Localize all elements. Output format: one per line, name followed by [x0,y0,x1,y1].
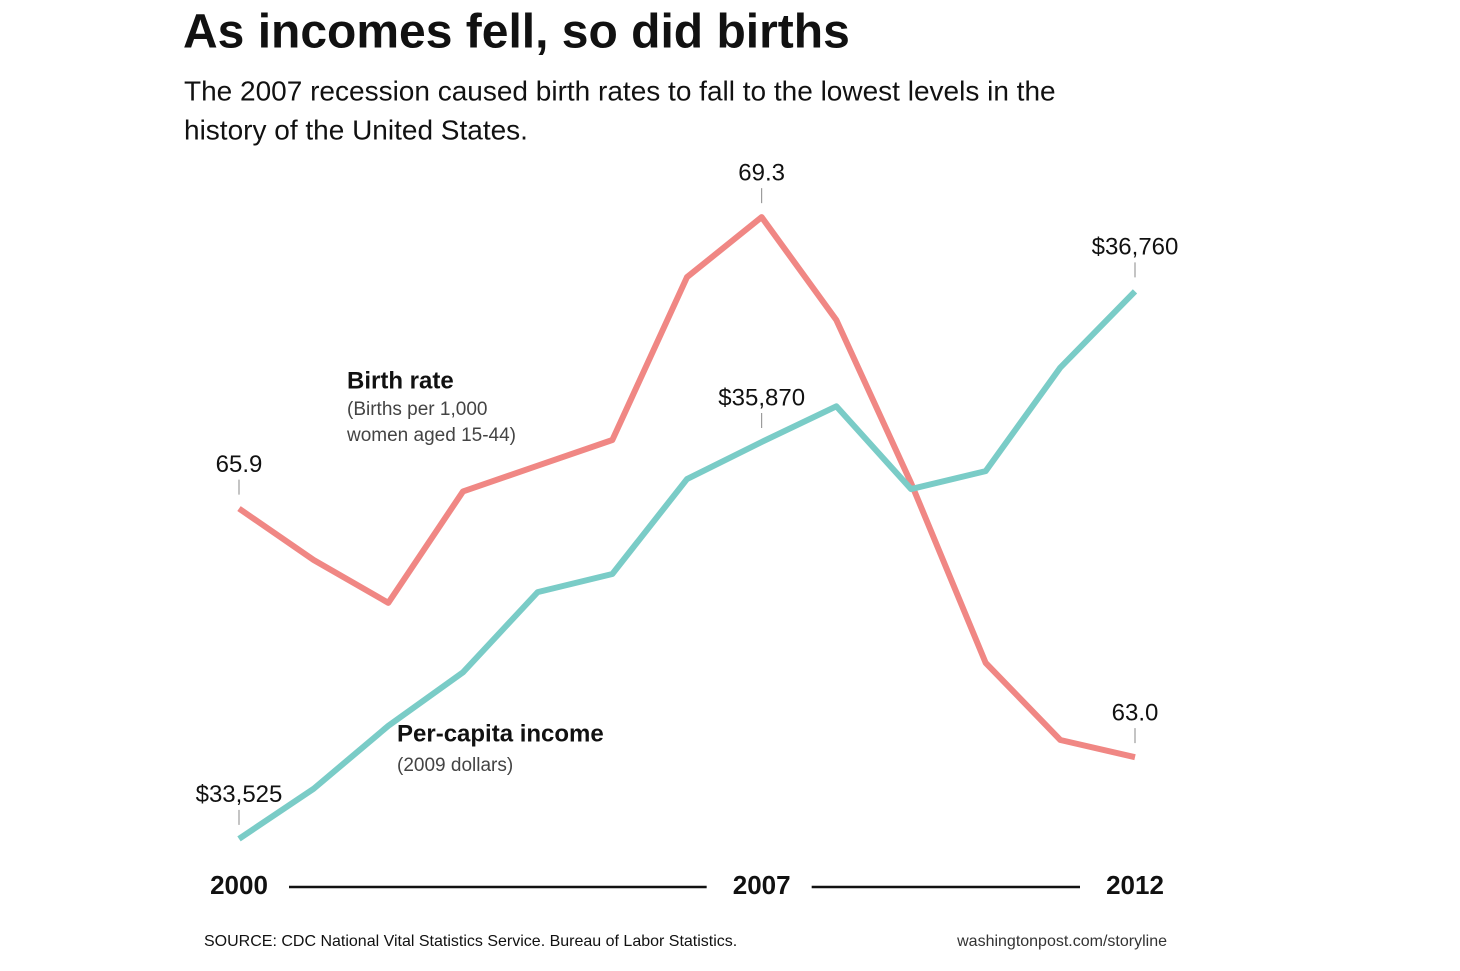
x-tick-label: 2012 [1106,870,1164,900]
series-note: (Births per 1,000 [347,399,487,420]
series-label: Per-capita income [397,720,604,747]
data-label: $33,525 [196,781,283,808]
series-note: (2009 dollars) [397,755,513,776]
chart-title: As incomes fell, so did births [183,6,850,59]
series-line [237,289,1138,842]
series-label: Birth rate [347,367,454,394]
source: SOURCE: CDC National Vital Statistics Se… [204,933,737,950]
subtitle: The 2007 recession caused birth rates to… [184,75,1056,106]
subtitle: history of the United States. [184,114,528,145]
series-note: women aged 15-44) [346,425,516,446]
series-line [237,214,1136,761]
data-label: 63.0 [1112,699,1159,726]
data-label: $36,760 [1092,234,1179,261]
x-tick-label: 2007 [733,870,791,900]
data-label: 65.9 [216,451,263,478]
credit: washingtonpost.com/storyline [956,933,1167,950]
data-label: 69.3 [738,159,785,186]
x-tick-label: 2000 [210,870,268,900]
data-label: $35,870 [718,384,805,411]
